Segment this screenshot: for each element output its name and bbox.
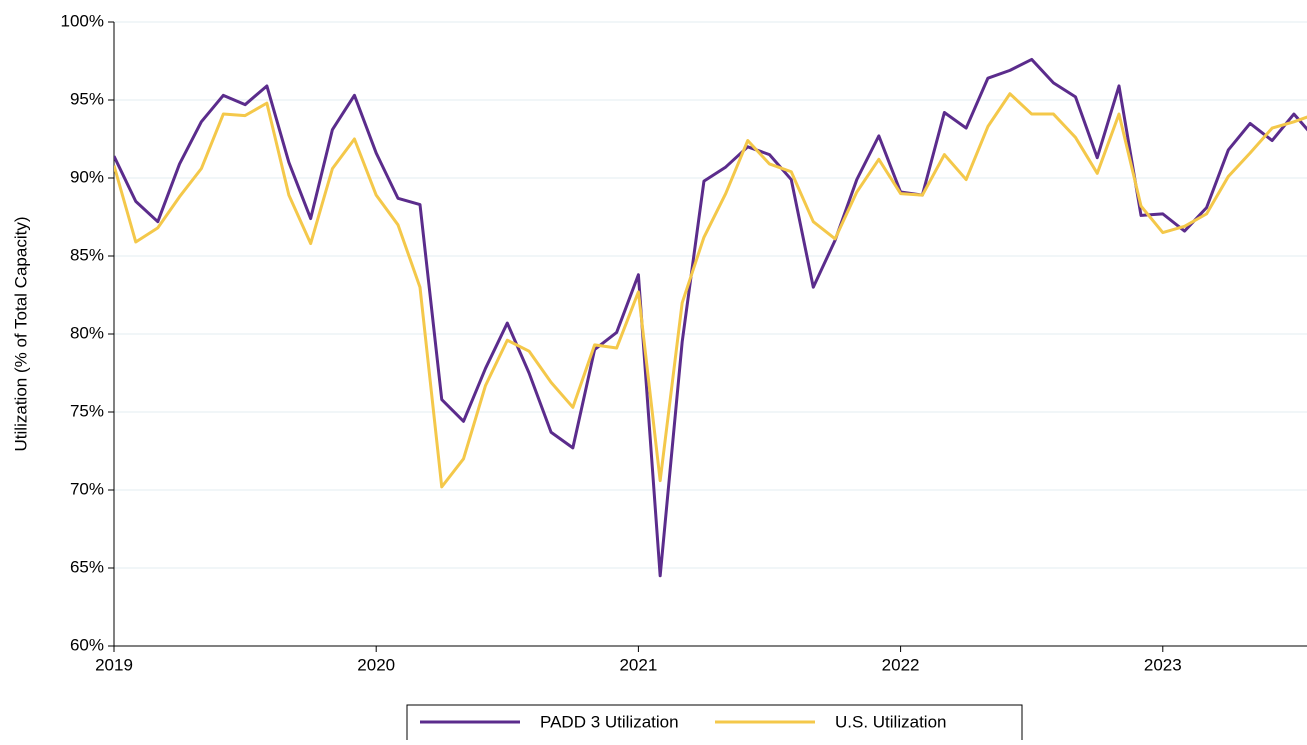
y-tick-label: 70%: [70, 479, 104, 498]
x-tick-label: 2023: [1144, 655, 1182, 674]
y-tick-label: 100%: [61, 11, 104, 30]
series-line: [114, 57, 1307, 578]
y-tick-label: 95%: [70, 89, 104, 108]
legend-label: PADD 3 Utilization: [540, 712, 679, 731]
y-tick-label: 75%: [70, 401, 104, 420]
y-tick-label: 65%: [70, 557, 104, 576]
y-tick-label: 80%: [70, 323, 104, 342]
series-line: [114, 92, 1307, 489]
legend-label: U.S. Utilization: [835, 712, 946, 731]
y-tick-label: 90%: [70, 167, 104, 186]
x-tick-label: 2020: [357, 655, 395, 674]
legend-box: [406, 704, 1023, 745]
x-tick-label: 2019: [95, 655, 133, 674]
y-tick-label: 85%: [70, 245, 104, 264]
y-axis-label: Utilization (% of Total Capacity): [11, 217, 30, 452]
x-tick-label: 2022: [882, 655, 920, 674]
plot-area: [114, 57, 1307, 578]
y-tick-label: 60%: [70, 635, 104, 654]
x-tick-label: 2021: [619, 655, 657, 674]
